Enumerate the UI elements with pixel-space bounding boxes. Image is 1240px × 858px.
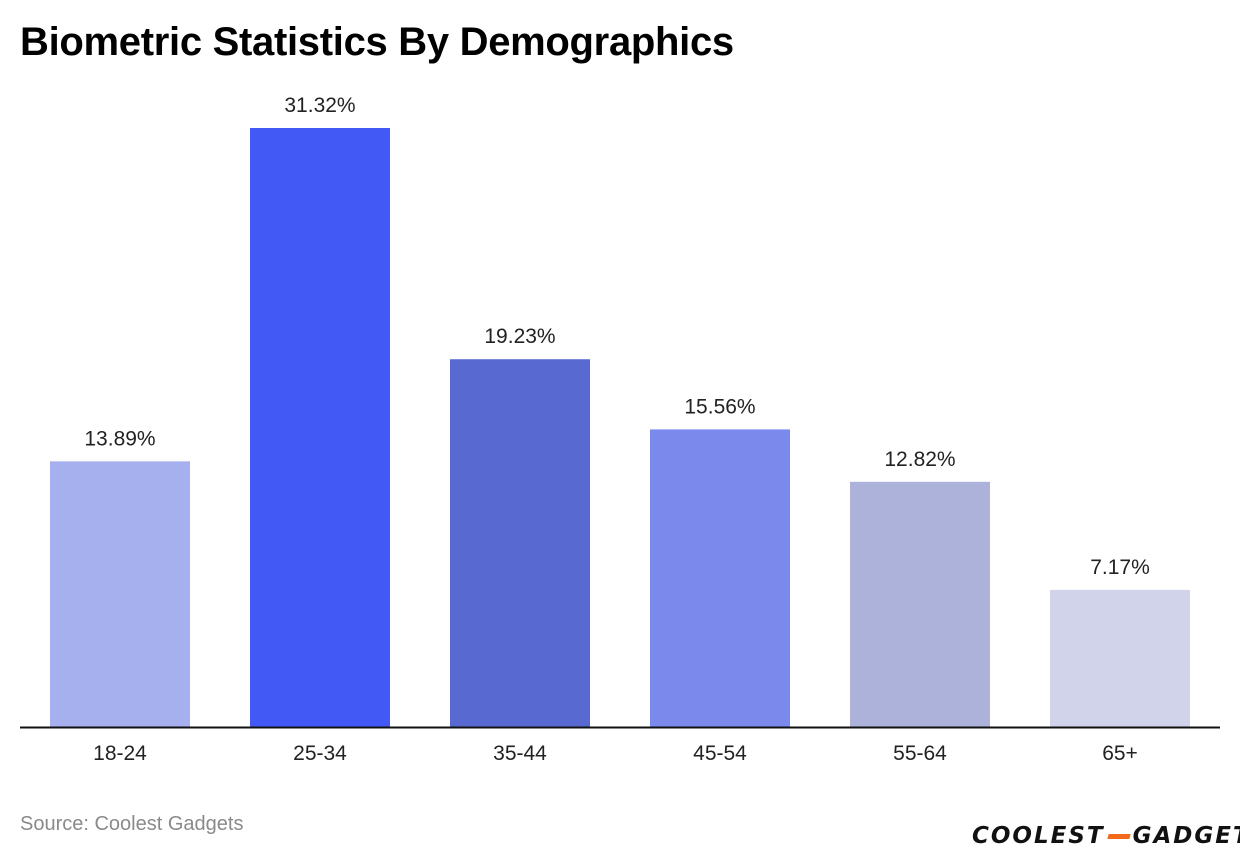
bar-65+ [1050,589,1190,727]
chart-title: Biometric Statistics By Demographics [20,20,734,64]
source-note: Source: Coolest Gadgets [20,813,244,835]
logo-dash [1106,834,1131,839]
data-label-35-44: 19.23% [484,325,555,348]
x-tick-label-35-44: 35-44 [493,742,547,765]
bar-55-64 [850,481,990,727]
data-label-18-24: 13.89% [84,427,155,450]
x-tick-label-45-54: 45-54 [693,742,747,765]
data-label-45-54: 15.56% [684,395,755,418]
bar-chart: 13.89% 18-24 31.32% 25-34 19.23% 35-44 15.56% 4… [20,94,1220,765]
bar-45-54 [650,429,790,727]
bar-35-44 [450,359,590,727]
bar-25-34 [250,128,390,727]
x-tick-label-25-34: 25-34 [293,742,347,765]
coolest-gadgets-logo: COOLEST GADGETS [972,823,1240,849]
x-tick-label-55-64: 55-64 [893,742,947,765]
data-label-65+: 7.17% [1090,556,1150,579]
logo-text-part1: COOLEST [972,823,1105,849]
x-tick-label-65+: 65+ [1102,742,1138,765]
x-tick-label-18-24: 18-24 [93,742,147,765]
data-label-55-64: 12.82% [884,448,955,471]
logo-text-part2: GADGETS [1132,823,1240,849]
bar-18-24 [50,461,190,727]
data-label-25-34: 31.32% [284,94,355,117]
